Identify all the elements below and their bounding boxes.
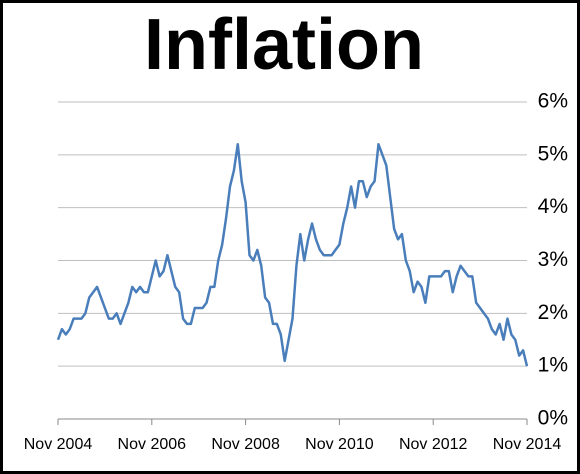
x-tick-label: Nov 2014 — [493, 436, 562, 453]
x-tick-label: Nov 2008 — [211, 436, 280, 453]
y-tick-label: 6% — [538, 90, 568, 113]
y-tick-label: 3% — [538, 248, 568, 271]
y-tick-label: 4% — [538, 195, 568, 218]
x-tick-label: Nov 2012 — [399, 436, 468, 453]
y-tick-label: 1% — [538, 354, 568, 377]
line-series — [56, 143, 529, 367]
y-tick-label: 2% — [538, 301, 568, 324]
x-tick-label: Nov 2006 — [118, 436, 187, 453]
y-tick-label: 0% — [538, 407, 568, 430]
x-tick-label: Nov 2010 — [305, 436, 374, 453]
y-tick-label: 5% — [538, 142, 568, 165]
chart-title: Inflation — [144, 5, 424, 85]
x-tick-label: Nov 2004 — [24, 436, 93, 453]
